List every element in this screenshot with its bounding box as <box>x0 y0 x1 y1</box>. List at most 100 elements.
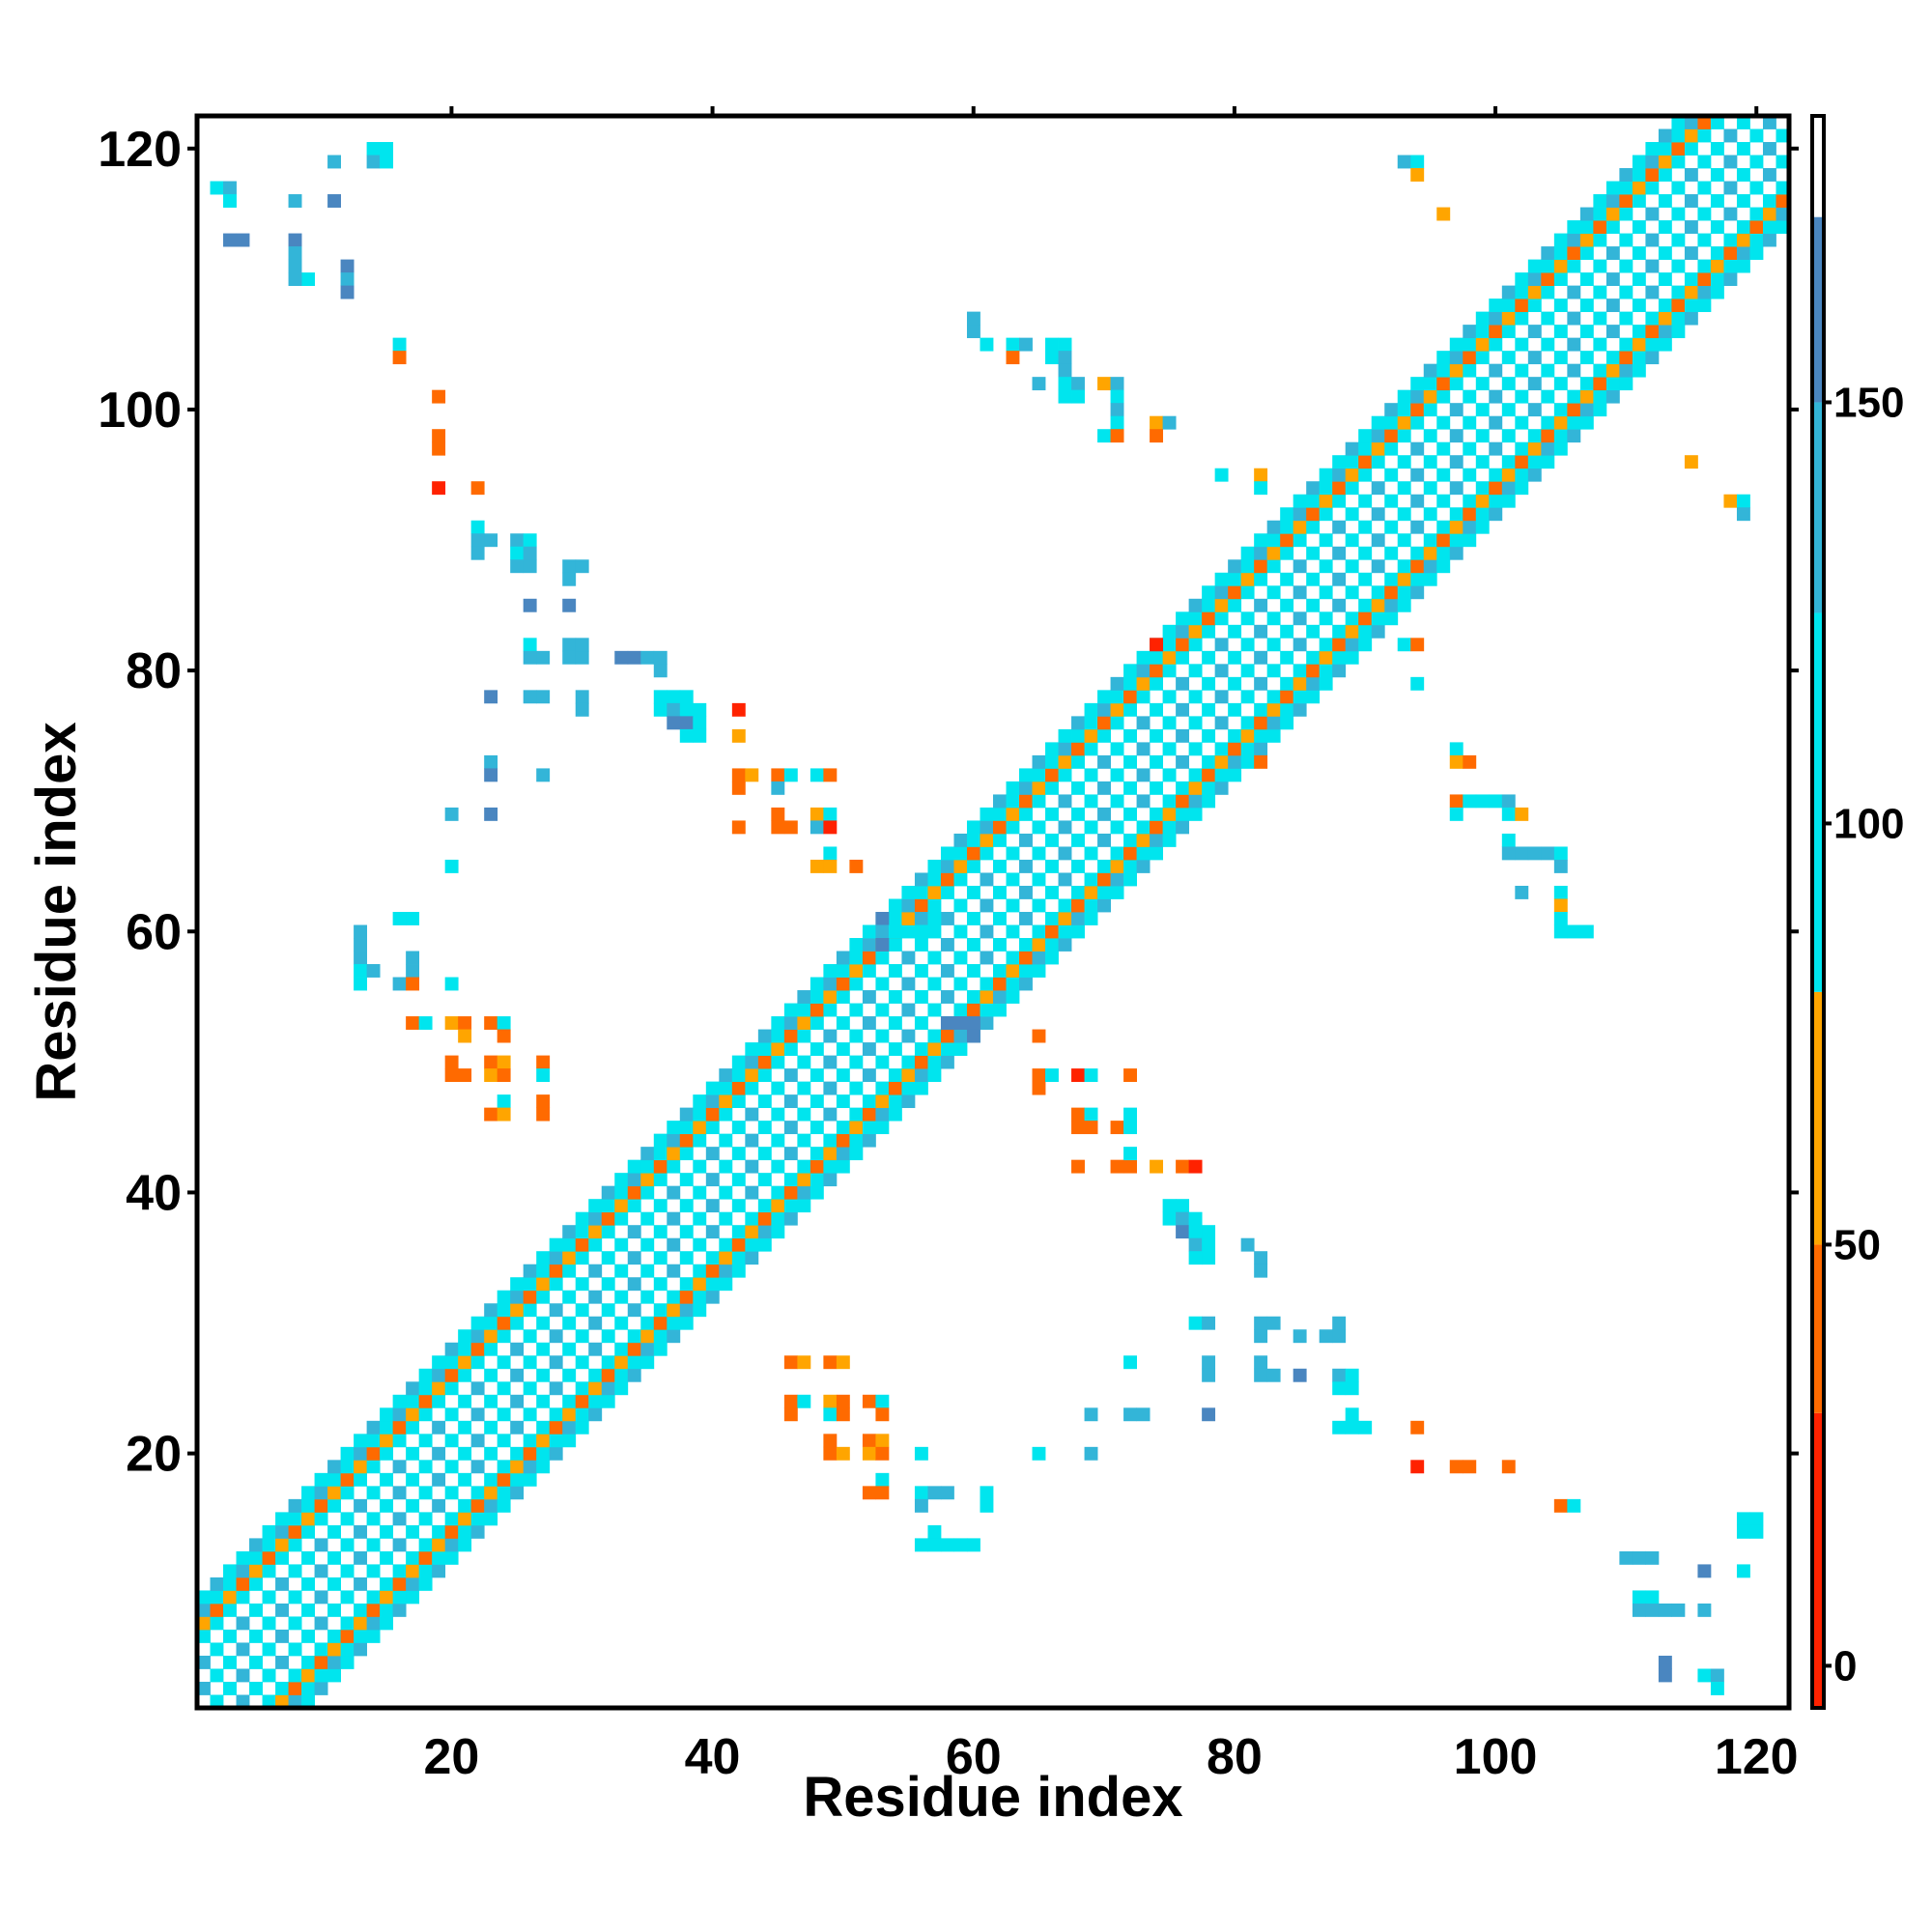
heatmap-cell <box>1605 272 1620 287</box>
heatmap-cell <box>953 977 968 991</box>
heatmap-cell <box>679 1133 694 1148</box>
heatmap-cell <box>797 1029 811 1043</box>
heatmap-cell <box>484 807 498 821</box>
heatmap-cell <box>484 1016 498 1030</box>
heatmap-cell <box>1345 638 1359 652</box>
heatmap-cell <box>1240 690 1255 704</box>
heatmap-cell <box>1410 1420 1425 1435</box>
heatmap-cell <box>1579 351 1594 365</box>
heatmap-cell <box>288 1668 302 1683</box>
heatmap-cell <box>262 1642 276 1657</box>
heatmap-cell <box>653 702 668 717</box>
heatmap-cell <box>262 1590 276 1605</box>
heatmap-cell <box>810 990 824 1004</box>
heatmap-cell <box>731 820 746 835</box>
heatmap-cell <box>940 938 954 952</box>
heatmap-cell <box>1019 912 1033 925</box>
heatmap-cell <box>1489 389 1503 404</box>
heatmap-cell <box>1371 455 1385 469</box>
heatmap-cell <box>1319 676 1333 691</box>
heatmap-cell <box>314 1668 328 1683</box>
heatmap-cell <box>1071 728 1085 743</box>
heatmap-cell <box>1306 481 1321 496</box>
heatmap-cell <box>1019 337 1033 352</box>
heatmap-cell <box>914 1081 928 1095</box>
heatmap-cell <box>810 820 824 835</box>
heatmap-cell <box>406 1564 420 1578</box>
colorbar-frame <box>1810 114 1826 1710</box>
heatmap-cell <box>301 1681 315 1695</box>
heatmap-cell <box>484 1342 498 1356</box>
heatmap-cell <box>836 1147 850 1161</box>
heatmap-cell <box>1358 638 1373 652</box>
heatmap-cell <box>1214 781 1229 795</box>
heatmap-cell <box>1553 912 1568 925</box>
heatmap-cell <box>614 1368 629 1382</box>
heatmap-cell <box>1032 1446 1046 1461</box>
heatmap-cell <box>575 1381 589 1396</box>
heatmap-cell <box>1541 441 1555 456</box>
heatmap-cell <box>1240 572 1255 586</box>
heatmap-cell <box>1032 1068 1046 1083</box>
heatmap-cell <box>1697 181 1712 195</box>
heatmap-cell <box>536 1277 551 1292</box>
heatmap-cell <box>523 1446 537 1461</box>
heatmap-cell <box>1736 168 1750 182</box>
heatmap-cell <box>810 1003 824 1017</box>
heatmap-cell <box>406 1590 420 1605</box>
heatmap-cell <box>1697 1668 1712 1683</box>
heatmap-cell <box>536 1251 551 1265</box>
heatmap-cell <box>444 1524 459 1539</box>
heatmap-cell <box>1319 481 1333 496</box>
heatmap-cell <box>432 1524 446 1539</box>
heatmap-cell <box>993 912 1007 925</box>
heatmap-cell <box>953 846 968 861</box>
heatmap-cell <box>1553 846 1568 861</box>
heatmap-cell <box>1658 246 1672 260</box>
heatmap-cell <box>1058 363 1072 378</box>
heatmap-cell <box>940 885 954 899</box>
heatmap-cell <box>1489 494 1503 508</box>
heatmap-cell <box>1188 1251 1203 1265</box>
heatmap-cell <box>627 1199 641 1213</box>
heatmap-cell <box>1515 441 1529 456</box>
heatmap-cell <box>757 1237 772 1252</box>
heatmap-cell <box>458 1472 472 1487</box>
heatmap-cell <box>1463 507 1477 522</box>
heatmap-cell <box>418 1394 433 1408</box>
heatmap-cell <box>340 1616 355 1631</box>
heatmap-cell <box>1371 507 1385 522</box>
heatmap-cell <box>484 1316 498 1330</box>
heatmap-cell <box>1423 429 1437 443</box>
heatmap-cell <box>510 1342 525 1356</box>
heatmap-cell <box>1136 676 1151 691</box>
heatmap-cell <box>1332 520 1347 534</box>
heatmap-cell <box>679 1225 694 1239</box>
heatmap-cell <box>1176 781 1190 795</box>
heatmap-cell <box>1449 481 1463 496</box>
heatmap-cell <box>1515 846 1529 861</box>
heatmap-cell <box>1541 311 1555 326</box>
heatmap-cell <box>1280 690 1294 704</box>
heatmap-cell <box>810 1068 824 1083</box>
heatmap-cell <box>1293 638 1307 652</box>
heatmap-cell <box>1397 572 1411 586</box>
heatmap-cell <box>1162 1199 1177 1213</box>
heatmap-cell <box>418 1486 433 1500</box>
heatmap-cell <box>432 429 446 443</box>
heatmap-cell <box>510 1368 525 1382</box>
heatmap-cell <box>849 1107 864 1122</box>
heatmap-cell <box>1084 794 1098 809</box>
heatmap-cell <box>1658 194 1672 208</box>
heatmap-cell <box>771 1107 785 1122</box>
heatmap-cell <box>653 690 668 704</box>
heatmap-cell <box>849 938 864 952</box>
heatmap-cell <box>1423 507 1437 522</box>
heatmap-cell <box>1684 168 1698 182</box>
heatmap-cell <box>1150 638 1164 652</box>
heatmap-cell <box>875 938 890 952</box>
heatmap-cell <box>1097 833 1111 847</box>
heatmap-cell <box>810 768 824 782</box>
heatmap-cell <box>1202 598 1216 612</box>
heatmap-cell <box>1150 1159 1164 1174</box>
